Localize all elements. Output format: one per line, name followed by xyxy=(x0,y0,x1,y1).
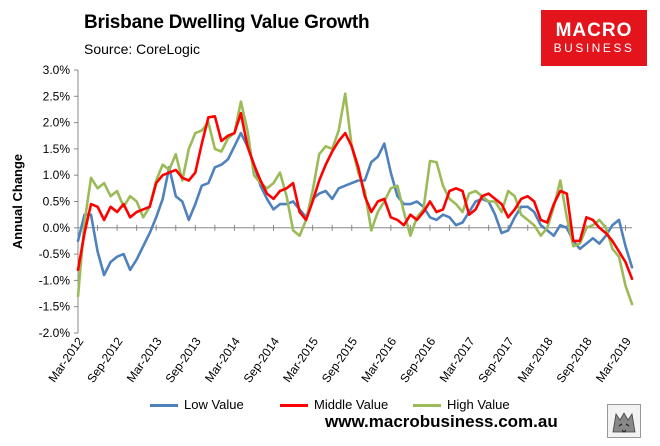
y-tick-label: 2.5% xyxy=(43,89,71,103)
legend-swatch xyxy=(280,404,308,408)
chart-title: Brisbane Dwelling Value Growth xyxy=(84,12,370,33)
legend-label: High Value xyxy=(447,397,510,412)
x-tick-label: Mar-2016 xyxy=(358,334,399,384)
series-line-high-value xyxy=(76,92,634,306)
x-tick-label: Sep-2016 xyxy=(397,334,439,385)
macrobusiness-logo: MACRO BUSINESS xyxy=(541,10,647,66)
y-tick-label: -1.5% xyxy=(39,300,71,314)
x-tick-label: Sep-2013 xyxy=(162,334,204,385)
y-tick-label: 0.5% xyxy=(43,195,71,209)
logo-line-1: MACRO xyxy=(555,20,633,41)
line-chart: 3.0% 2.5% 2.0% 1.5% 1.0% 0.5% 0.0% -0.5% -1.0% -1… xyxy=(10,63,634,385)
x-tick-label: Mar-2015 xyxy=(280,334,321,384)
x-tick-label: Mar-2017 xyxy=(437,334,478,384)
logo-line-2: BUSINESS xyxy=(553,41,635,55)
legend-swatch xyxy=(413,404,441,408)
legend-label: Middle Value xyxy=(314,397,389,412)
website-url: www.macrobusiness.com.au xyxy=(325,412,558,431)
y-tick-label: -0.5% xyxy=(39,247,71,261)
y-tick-label: 2.0% xyxy=(43,116,71,130)
y-tick-label: 1.5% xyxy=(43,142,71,156)
x-tick-label: Mar-2012 xyxy=(46,334,87,384)
y-tick-label: -1.0% xyxy=(39,273,71,287)
y-tick-label: 3.0% xyxy=(43,63,71,77)
series-line-middle-value xyxy=(76,111,634,281)
legend-item-high-value: High Value xyxy=(413,397,510,412)
chart-source: Source: CoreLogic xyxy=(84,41,200,57)
y-tick-label: 1.0% xyxy=(43,168,71,182)
x-tick-label: Sep-2012 xyxy=(84,334,126,385)
y-axis-label: Annual Change xyxy=(10,154,25,249)
x-tick-label: Mar-2018 xyxy=(515,334,556,384)
x-tick-label: Mar-2013 xyxy=(124,334,165,384)
x-tick-label: Sep-2017 xyxy=(475,334,517,385)
y-tick-label: -2.0% xyxy=(39,326,71,340)
wolf-logo-icon xyxy=(607,404,641,438)
legend-item-middle-value: Middle Value xyxy=(280,397,388,412)
x-tick-label: Sep-2014 xyxy=(241,334,283,385)
legend-label: Low Value xyxy=(184,397,244,412)
x-tick-label: Sep-2018 xyxy=(554,334,596,385)
x-tick-label: Mar-2014 xyxy=(202,334,243,384)
x-tick-label: Mar-2019 xyxy=(593,334,634,384)
legend-item-low-value: Low Value xyxy=(150,397,244,412)
x-tick-label: Sep-2015 xyxy=(319,334,361,385)
y-tick-label: 0.0% xyxy=(43,221,71,235)
legend-swatch xyxy=(150,404,178,408)
